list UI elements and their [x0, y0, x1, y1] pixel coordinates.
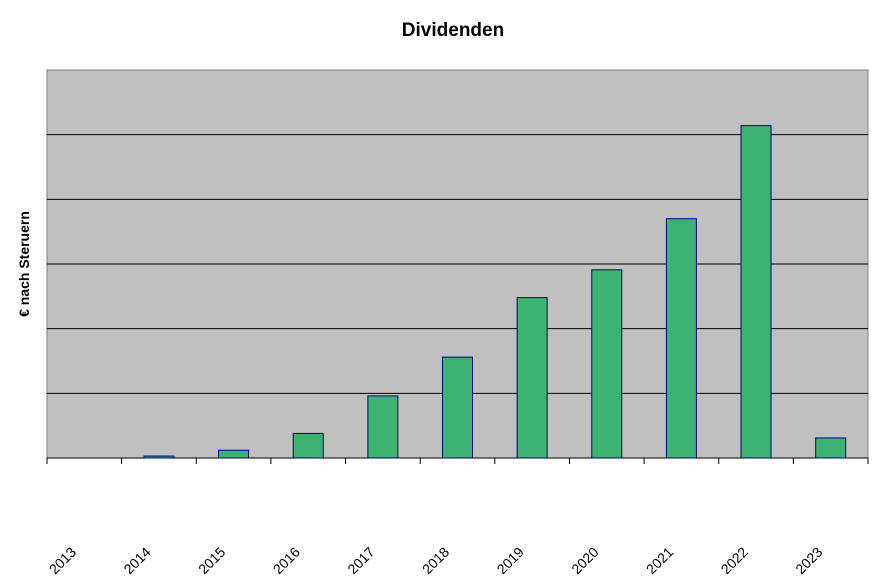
bar-2015 — [218, 449, 250, 459]
x-tick-label: 2018 — [419, 544, 452, 577]
bar-2022 — [740, 125, 772, 459]
x-tick-label: 2019 — [494, 544, 527, 577]
bar-2016 — [292, 432, 324, 459]
x-tick-label: 2020 — [568, 544, 601, 577]
bar-2019 — [516, 297, 548, 459]
x-tick-label: 2015 — [195, 544, 228, 577]
x-tick-label: 2014 — [120, 544, 153, 577]
x-tick-label: 2017 — [344, 544, 377, 577]
x-tick-label: 2013 — [46, 544, 79, 577]
bar-2018 — [442, 356, 473, 459]
bar-2021 — [665, 218, 697, 459]
bar-2020 — [591, 269, 623, 459]
x-tick-label: 2021 — [643, 544, 676, 577]
bar-2014 — [143, 455, 175, 459]
x-tick-label: 2022 — [718, 544, 751, 577]
x-tick-label: 2016 — [270, 544, 303, 577]
bar-2017 — [367, 395, 399, 459]
x-tick-label: 2023 — [792, 544, 825, 577]
bar-2023 — [815, 437, 847, 459]
chart-title: Dividenden — [401, 20, 505, 41]
